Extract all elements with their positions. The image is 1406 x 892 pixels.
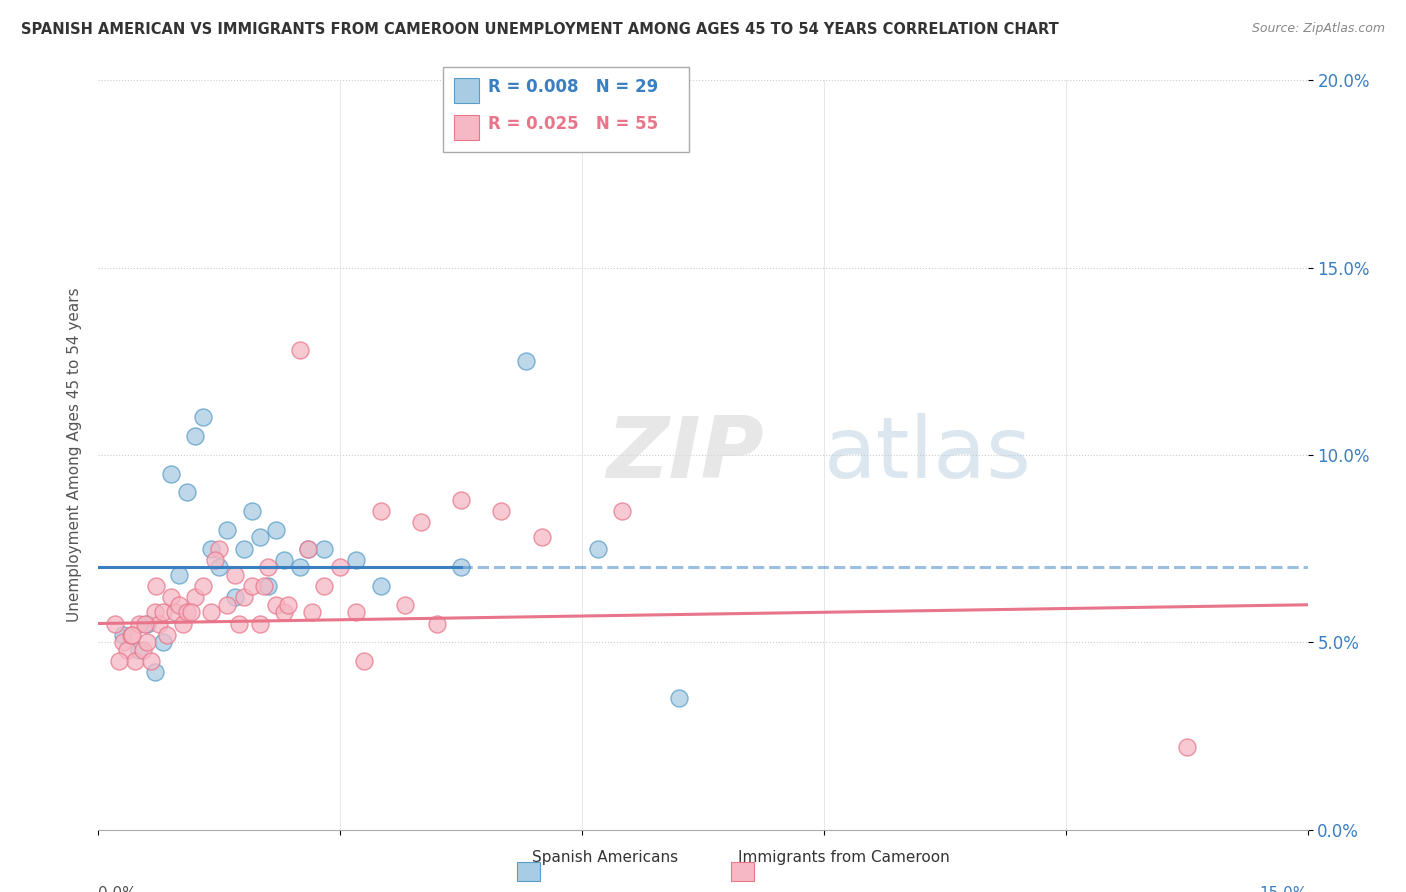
Point: [160, 591, 183, 605]
Text: Immigrants from Cameroon: Immigrants from Cameroon: [738, 850, 949, 865]
Point: [128, 616, 150, 631]
Point: [115, 642, 138, 657]
Point: [217, 598, 239, 612]
Point: [394, 598, 416, 612]
Point: [273, 553, 295, 567]
Point: [120, 628, 142, 642]
Point: [329, 560, 352, 574]
Text: atlas: atlas: [824, 413, 1032, 497]
Point: [370, 504, 392, 518]
Point: [668, 691, 690, 706]
Point: [249, 616, 271, 631]
Point: [208, 541, 231, 556]
Point: [249, 530, 271, 544]
Point: [193, 410, 215, 425]
Point: [264, 598, 287, 612]
Point: [353, 654, 375, 668]
Point: [228, 616, 250, 631]
Text: R = 0.025   N = 55: R = 0.025 N = 55: [488, 115, 658, 133]
Point: [180, 605, 202, 619]
Point: [132, 642, 155, 657]
Text: 0.0%: 0.0%: [98, 886, 138, 892]
Point: [232, 591, 254, 605]
Point: [224, 591, 246, 605]
Point: [184, 591, 207, 605]
Point: [301, 605, 323, 619]
Point: [515, 354, 537, 368]
Point: [208, 560, 231, 574]
Point: [156, 628, 179, 642]
Point: [426, 616, 449, 631]
Text: R = 0.008   N = 29: R = 0.008 N = 29: [488, 78, 658, 95]
Point: [273, 605, 295, 619]
Point: [200, 605, 222, 619]
Point: [128, 642, 150, 657]
Point: [586, 541, 609, 556]
Point: [143, 605, 166, 619]
Point: [167, 567, 190, 582]
Text: ZIP: ZIP: [606, 413, 763, 497]
Point: [176, 485, 198, 500]
Point: [240, 579, 263, 593]
Point: [148, 616, 170, 631]
Point: [344, 605, 367, 619]
Point: [134, 616, 156, 631]
Point: [135, 635, 157, 649]
Point: [409, 516, 432, 530]
Point: [264, 523, 287, 537]
Point: [111, 635, 134, 649]
Point: [152, 605, 174, 619]
Point: [240, 504, 263, 518]
Point: [253, 579, 276, 593]
Point: [200, 541, 222, 556]
Text: Spanish Americans: Spanish Americans: [531, 850, 678, 865]
Point: [204, 553, 226, 567]
Point: [288, 343, 311, 357]
Point: [176, 605, 198, 619]
Point: [297, 541, 319, 556]
Point: [124, 654, 146, 668]
Point: [167, 598, 190, 612]
Point: [277, 598, 299, 612]
Point: [288, 560, 311, 574]
Point: [256, 560, 278, 574]
Point: [121, 628, 143, 642]
Point: [135, 616, 157, 631]
Point: [314, 579, 336, 593]
Point: [143, 665, 166, 680]
Point: [314, 541, 336, 556]
Text: Source: ZipAtlas.com: Source: ZipAtlas.com: [1251, 22, 1385, 36]
Point: [139, 654, 162, 668]
Point: [107, 654, 129, 668]
Point: [232, 541, 254, 556]
Text: SPANISH AMERICAN VS IMMIGRANTS FROM CAMEROON UNEMPLOYMENT AMONG AGES 45 TO 54 YE: SPANISH AMERICAN VS IMMIGRANTS FROM CAME…: [21, 22, 1059, 37]
Point: [612, 504, 634, 518]
Point: [256, 579, 278, 593]
Point: [103, 616, 125, 631]
Point: [491, 504, 513, 518]
Point: [145, 579, 167, 593]
Point: [111, 628, 134, 642]
Y-axis label: Unemployment Among Ages 45 to 54 years: Unemployment Among Ages 45 to 54 years: [66, 287, 82, 623]
Point: [224, 567, 246, 582]
Point: [217, 523, 239, 537]
Point: [344, 553, 367, 567]
Point: [1175, 740, 1198, 755]
Point: [193, 579, 215, 593]
Point: [160, 467, 183, 481]
Point: [184, 429, 207, 443]
Point: [297, 541, 319, 556]
Point: [450, 560, 472, 574]
Point: [152, 635, 174, 649]
Point: [370, 579, 392, 593]
Point: [450, 492, 472, 507]
Point: [530, 530, 553, 544]
Point: [163, 605, 186, 619]
Point: [172, 616, 194, 631]
Text: 15.0%: 15.0%: [1260, 886, 1308, 892]
